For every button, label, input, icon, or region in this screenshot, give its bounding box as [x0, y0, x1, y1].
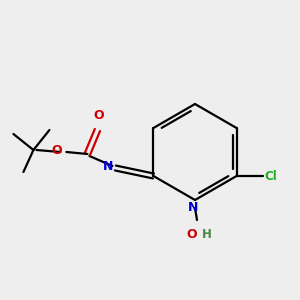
- Text: Cl: Cl: [265, 169, 277, 182]
- Text: O: O: [187, 228, 197, 241]
- Text: N: N: [188, 201, 198, 214]
- Text: N: N: [103, 160, 113, 173]
- Text: O: O: [93, 109, 104, 122]
- Text: O: O: [52, 145, 62, 158]
- Text: H: H: [202, 228, 212, 241]
